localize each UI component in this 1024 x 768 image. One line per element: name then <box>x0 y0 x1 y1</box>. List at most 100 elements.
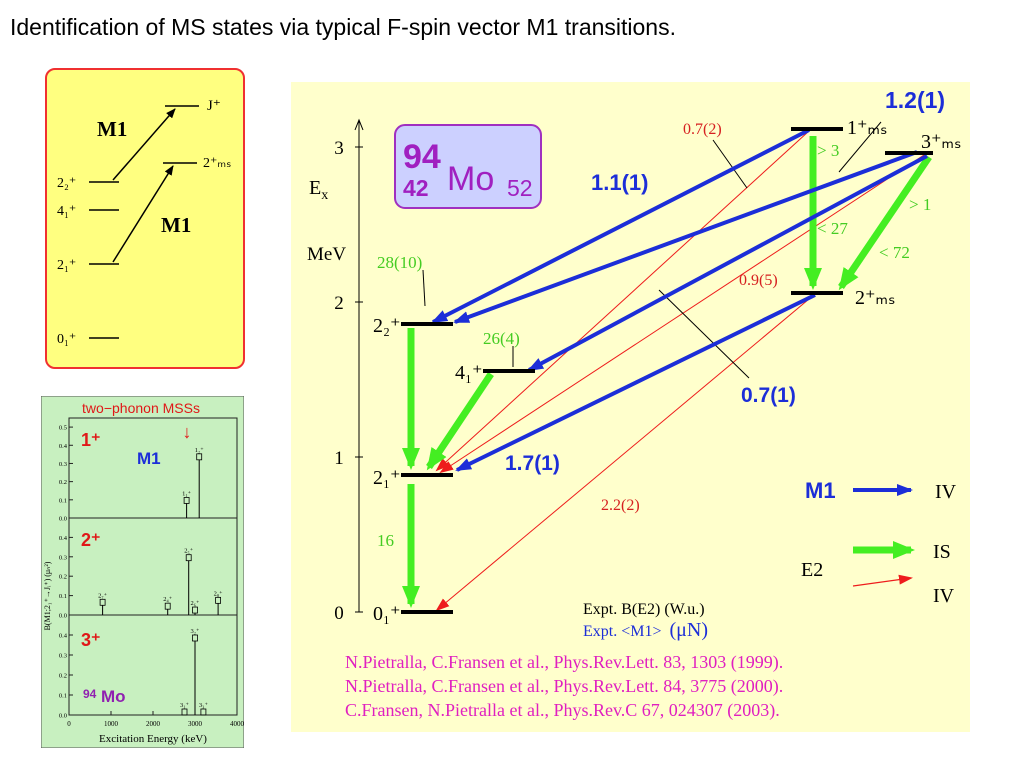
e2-is-3ms-to-2ms <box>838 155 932 291</box>
level-label-4-1: 4₁⁺ <box>455 362 483 384</box>
mss-nucleus-mass: 94 <box>83 687 97 701</box>
leader-28 <box>422 269 426 307</box>
bar-cap-b-1 <box>164 602 171 610</box>
legend-m1-type: IV <box>935 481 957 503</box>
energy-tick-label-1: 1 <box>334 448 344 469</box>
mss-x-axis-label: Excitation Energy (keV) <box>99 733 207 745</box>
value-28: 28(10) <box>377 253 422 272</box>
value-gt3: > 3 <box>817 141 839 160</box>
legend-m1-label: M1 <box>805 478 836 503</box>
e2-is-4-1-to-2-1 <box>426 372 494 471</box>
mss-bar-plot: 0.0 0.1 0.2 0.3 0.4 0.5 0.0 0.1 0.2 0.3 0.4 0.0 0.1 0… <box>40 395 245 749</box>
schematic-m1-arrow-lower <box>112 165 174 263</box>
energy-axis-unit: MeV <box>307 244 346 265</box>
y-tick-label-a-1: 0.1 <box>59 497 67 504</box>
mini-plot-ticks: 0.0 0.1 0.2 0.3 0.4 0.5 0.0 0.1 0.2 0.3 0.4 0.0 0.1 0… <box>59 425 245 728</box>
panel-1-m1-label: M1 <box>137 449 161 468</box>
nucleus-mass: 94 <box>403 138 441 176</box>
value-0-7-1: 0.7(1) <box>741 384 796 407</box>
bar-cap-c-1 <box>192 634 198 642</box>
legend-e2-iv-label: IV <box>933 585 955 607</box>
y-tick-label-b-0: 0.0 <box>59 613 67 620</box>
y-tick-label-c-3: 0.3 <box>59 653 67 660</box>
level-label-1ms: 1⁺ₘₛ <box>847 117 887 139</box>
energy-axis-label: Ex <box>309 177 328 203</box>
bar-label-b-2: 2₅⁺ <box>184 548 194 555</box>
bar-label-c-1: 3₂⁺ <box>191 628 201 635</box>
slide-title: Identification of MS states via typical … <box>10 14 676 40</box>
y-tick-label-a-0: 0.0 <box>59 516 67 523</box>
value-16: 16 <box>377 531 394 550</box>
value-lt72: < 72 <box>879 243 910 262</box>
energy-tick-label-3: 3 <box>334 138 344 159</box>
energy-tick-label-2: 2 <box>334 293 344 314</box>
mss-y-axis-label: B(M1;2₁⁺→Jᵢ⁺) (μₙ²) <box>43 561 52 630</box>
y-tick-label-a-3: 0.3 <box>59 461 67 468</box>
schematic-j-label: J⁺ <box>207 98 221 114</box>
schematic-2-2-label: 2₂⁺ <box>57 176 76 191</box>
m1-2ms-to-2-1 <box>455 293 816 472</box>
value-1-7: 1.7(1) <box>505 452 560 475</box>
value-gt1: > 1 <box>909 195 931 214</box>
bar-label-b-0: 2₇⁺ <box>98 592 108 599</box>
bar-cap-b-2 <box>185 554 192 562</box>
nucleus-symbol: Mo <box>447 160 494 198</box>
legend-e2-is-label: IS <box>933 541 951 563</box>
x-tick-label-4: 4000 <box>230 720 244 728</box>
mss-bar-plot-svg: 0.0 0.1 0.2 0.3 0.4 0.5 0.0 0.1 0.2 0.3 0.4 0.0 0.1 0… <box>40 395 245 749</box>
reference-2: N.Pietralla, C.Fransen et al., Phys.Rev.… <box>345 676 783 697</box>
m1-3ms-to-2-2 <box>453 150 918 324</box>
bar-cap-a-1 <box>196 453 203 461</box>
schematic-0-1-label: 0₁⁺ <box>57 332 76 347</box>
mss-plot-down-arrow: ↓ <box>183 422 192 442</box>
schematic-m1-lower-label: M1 <box>161 213 191 237</box>
bar-label-a-0: 1₁⁺ <box>182 490 192 497</box>
y-tick-label-c-4: 0.4 <box>59 633 68 640</box>
mss-plot-background <box>40 395 245 749</box>
bar-label-c-0: 3₁⁺ <box>180 702 190 709</box>
expt-m1-note: Expt. <M1> (μN) <box>583 619 708 641</box>
bar-label-a-1: 1₂⁺ <box>195 447 205 454</box>
reference-1: N.Pietralla, C.Fransen et al., Phys.Rev.… <box>345 652 783 673</box>
level-label-2-1: 2₁⁺ <box>373 467 401 489</box>
schematic-m1-arrow-upper <box>112 108 176 181</box>
level-label-2-2: 2₂⁺ <box>373 315 401 337</box>
reference-3: C.Fransen, N.Pietralla et al., Phys.Rev.… <box>345 700 780 721</box>
energy-axis-arrow <box>354 118 364 131</box>
y-tick-label-b-4: 0.4 <box>59 535 68 542</box>
y-tick-label-b-3: 0.3 <box>59 554 67 561</box>
bar-cap-b-4 <box>215 596 222 604</box>
leader-0-7-1 <box>658 289 750 379</box>
schematic-4-1-label: 4₁⁺ <box>57 204 76 219</box>
value-1-2: 1.2(1) <box>885 87 945 113</box>
value-0-7-2: 0.7(2) <box>683 121 722 138</box>
y-tick-label-b-1: 0.1 <box>59 593 67 600</box>
value-2-2: 2.2(2) <box>601 497 640 514</box>
schematic-m1-upper-label: M1 <box>97 117 127 141</box>
schematic-svg: M1 M1 J⁺ 2⁺ₘₛ 2₂⁺ 4₁⁺ 2₁⁺ 0₁⁺ <box>57 98 231 347</box>
bar-cap-a-0 <box>183 497 190 504</box>
expt-be2-note: Expt. B(E2) (W.u.) <box>583 601 705 618</box>
bar-label-b-4: 2₈⁺ <box>214 590 224 597</box>
e2-iv-3ms-to-2-1 <box>439 152 928 474</box>
level-scheme-svg: 0 1 2 3 Ex MeV 94 42 Mo 52 <box>291 82 970 732</box>
schematic-panel: M1 M1 J⁺ 2⁺ₘₛ 2₂⁺ 4₁⁺ 2₁⁺ 0₁⁺ <box>45 68 245 369</box>
y-tick-label-a-2: 0.2 <box>59 479 67 486</box>
m1-3ms-to-4-1 <box>527 154 928 372</box>
nucleus-neutrons: 52 <box>507 175 533 201</box>
y-tick-label-a-4: 0.4 <box>59 443 68 450</box>
nucleus-box <box>394 124 542 209</box>
bar-label-b-3: 2₆⁺ <box>191 600 201 607</box>
level-label-3ms: 3⁺ₘₛ <box>921 131 961 153</box>
x-tick-label-2: 2000 <box>146 720 161 728</box>
bar-cap-b-3 <box>192 606 198 614</box>
legend-e2-label: E2 <box>801 559 823 581</box>
value-26: 26(4) <box>483 329 520 348</box>
e2-iv-2ms-to-0-1 <box>435 293 816 612</box>
value-0-9: 0.9(5) <box>739 272 778 289</box>
mss-plot-header: two−phonon MSSs <box>82 400 200 416</box>
panel-3-label: 3⁺ <box>81 630 101 650</box>
level-label-0-1: 0₁⁺ <box>373 603 401 625</box>
m1-1ms-to-2-2 <box>431 128 810 324</box>
level-label-2ms: 2⁺ₘₛ <box>855 287 895 309</box>
